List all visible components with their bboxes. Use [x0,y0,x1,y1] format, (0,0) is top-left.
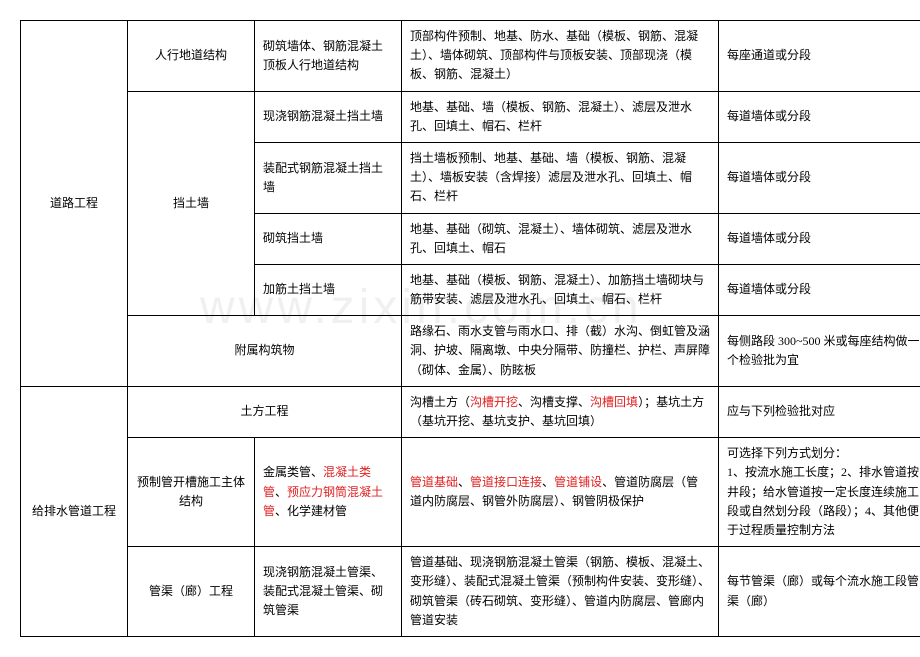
table-row: 预制管开槽施工主体结构金属类管、混凝土类管、预应力钢筒混凝土管、化学建材管管道基… [21,438,920,547]
subcategory-cell: 人行地道结构 [128,21,255,92]
criteria-cell: 每道墙体或分段 [719,264,920,315]
highlighted-text: 管道基础 [410,475,458,489]
criteria-cell: 每道墙体或分段 [719,142,920,213]
highlighted-text: 沟槽回填 [590,395,638,409]
content-cell: 路缘石、雨水支管与雨水口、排（截）水沟、倒虹管及涵洞、护坡、隔离墩、中央分隔带、… [402,316,719,387]
content-cell: 地基、基础（模板、钢筋、混凝土）、加筋挡土墙砌块与筋带安装、滤层及泄水孔、回填土… [402,264,719,315]
table-row: 管渠（廊）工程现浇钢筋混凝土管渠、装配式混凝土管渠、砌筑管渠管道基础、现浇钢筋混… [21,547,920,637]
content-cell: 地基、基础（砌筑、混凝土）、墙体砌筑、滤层及泄水孔、回填土、帽石 [402,213,719,264]
type-cell: 装配式钢筋混凝土挡土墙 [255,142,402,213]
cell-text: 沟槽土方（ [410,395,470,409]
subcategory-cell: 挡土墙 [128,91,255,316]
table-row: 道路工程人行地道结构砌筑墙体、钢筋混凝土顶板人行地道结构顶部构件预制、地基、防水… [21,21,920,92]
cell-text: 、 [542,475,554,489]
type-cell: 金属类管、混凝土类管、预应力钢筒混凝土管、化学建材管 [255,438,402,547]
highlighted-text: 管道接口连接 [470,475,542,489]
criteria-cell: 应与下列检验批对应 [719,386,920,437]
table-row: 附属构筑物路缘石、雨水支管与雨水口、排（截）水沟、倒虹管及涵洞、护坡、隔离墩、中… [21,316,920,387]
criteria-cell: 每道墙体或分段 [719,91,920,142]
type-cell: 加筋土挡土墙 [255,264,402,315]
spec-table: 道路工程人行地道结构砌筑墙体、钢筋混凝土顶板人行地道结构顶部构件预制、地基、防水… [20,20,920,637]
content-cell: 沟槽土方（沟槽开挖、沟槽支撑、沟槽回填）；基坑土方（基坑开挖、基坑支护、基坑回填… [402,386,719,437]
cell-text: 、 [275,485,287,499]
highlighted-text: 沟槽开挖 [470,395,518,409]
type-cell: 现浇钢筋混凝土管渠、装配式混凝土管渠、砌筑管渠 [255,547,402,637]
cell-text: 、化学建材管 [275,504,347,518]
table-row: 给排水管道工程土方工程沟槽土方（沟槽开挖、沟槽支撑、沟槽回填）；基坑土方（基坑开… [21,386,920,437]
category-cell: 道路工程 [21,21,128,387]
content-cell: 挡土墙板预制、地基、基础、墙（模板、钢筋、混凝土）、墙板安装（含焊接）滤层及泄水… [402,142,719,213]
criteria-cell: 每侧路段 300~500 米或每座结构做一个检验批为宜 [719,316,920,387]
cell-text: 、 [458,475,470,489]
criteria-cell: 每道墙体或分段 [719,213,920,264]
type-cell: 砌筑挡土墙 [255,213,402,264]
type-cell: 砌筑墙体、钢筋混凝土顶板人行地道结构 [255,21,402,92]
content-cell: 地基、基础、墙（模板、钢筋、混凝土）、滤层及泄水孔、回填土、帽石、栏杆 [402,91,719,142]
content-cell: 管道基础、管道接口连接、管道铺设、管道防腐层（管道内防腐层、钢管外防腐层）、钢管… [402,438,719,547]
cell-text: 金属类管、 [263,465,323,479]
criteria-cell: 可选择下列方式划分：1、按流水施工长度；2、排水管道按井段；给水管道按一定长度连… [719,438,920,547]
content-cell: 管道基础、现浇钢筋混凝土管渠（钢筋、模板、混凝土、变形缝）、装配式混凝土管渠（预… [402,547,719,637]
type-cell: 现浇钢筋混凝土挡土墙 [255,91,402,142]
criteria-cell: 每座通道或分段 [719,21,920,92]
subcategory-cell: 预制管开槽施工主体结构 [128,438,255,547]
cell-text: 、沟槽支撑、 [518,395,590,409]
content-cell: 顶部构件预制、地基、防水、基础（模板、钢筋、混凝土）、墙体砌筑、顶部构件与顶板安… [402,21,719,92]
subcategory-cell: 土方工程 [128,386,402,437]
table-row: 挡土墙现浇钢筋混凝土挡土墙地基、基础、墙（模板、钢筋、混凝土）、滤层及泄水孔、回… [21,91,920,142]
subcategory-cell: 管渠（廊）工程 [128,547,255,637]
category-cell: 给排水管道工程 [21,386,128,636]
subcategory-cell: 附属构筑物 [128,316,402,387]
highlighted-text: 管道铺设 [554,475,602,489]
criteria-cell: 每节管渠（廊）或每个流水施工段管渠（廊） [719,547,920,637]
